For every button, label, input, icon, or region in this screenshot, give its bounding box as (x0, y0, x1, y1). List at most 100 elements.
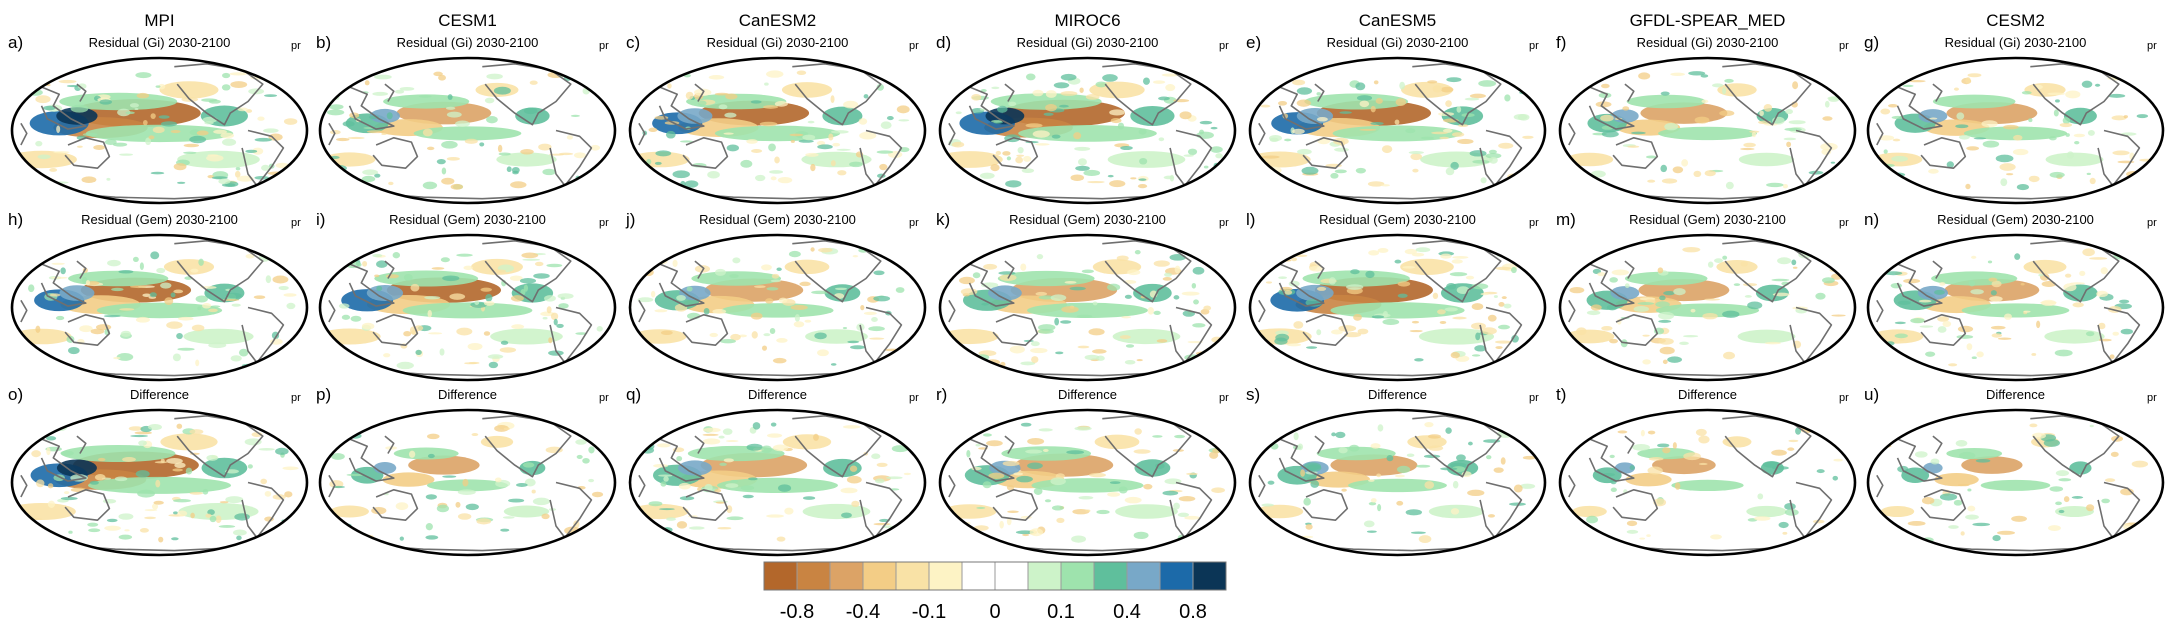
anomaly-speckle (118, 513, 134, 520)
coastline (482, 240, 572, 303)
anomaly-speckle (183, 143, 200, 148)
anomaly-speckle (1035, 143, 1050, 146)
coastline (328, 122, 336, 146)
anomaly-speckle (427, 453, 435, 459)
coastline (968, 438, 1015, 482)
anomaly-speckle (868, 326, 885, 332)
coastline (2097, 481, 2141, 539)
coastline (76, 435, 87, 454)
anomaly-speckle (1055, 351, 1064, 355)
map-panel: g) Residual (Gi) 2030-2100 pr (1864, 33, 2165, 205)
anomaly-speckle (886, 116, 894, 121)
anomaly-speckle (1020, 263, 1027, 271)
anomaly-speckle (158, 536, 164, 543)
anomaly-speckle (136, 92, 150, 99)
anomaly-speckle (510, 181, 527, 189)
anomaly-speckle (1631, 131, 1646, 135)
anomaly-speckle (81, 176, 97, 183)
coastline (1612, 489, 1659, 521)
anomaly-speckle (164, 297, 174, 306)
anomaly-patch (1980, 479, 2051, 491)
precip-field (630, 235, 925, 380)
colorbar: -0.8 -0.4 -0.1 0 0.1 0.4 0.8 (763, 561, 1227, 623)
anomaly-speckle (2005, 173, 2014, 176)
anomaly-speckle (2086, 172, 2091, 176)
anomaly-speckle (1006, 156, 1012, 161)
anomaly-speckle (729, 274, 739, 279)
anomaly-speckle (1056, 517, 1065, 523)
anomaly-speckle (1953, 499, 1963, 506)
anomaly-speckle (678, 482, 691, 490)
anomaly-speckle (538, 143, 552, 151)
anomaly-speckle (1309, 265, 1325, 272)
anomaly-speckle (1451, 259, 1463, 264)
anomaly-patch (1348, 478, 1447, 493)
anomaly-speckle (1661, 178, 1678, 184)
anomaly-patch (677, 108, 713, 124)
anomaly-speckle (219, 501, 229, 504)
anomaly-speckle (814, 332, 827, 340)
anomaly-speckle (1815, 292, 1826, 300)
anomaly-speckle (1740, 147, 1755, 151)
anomaly-speckle (986, 440, 1003, 447)
anomaly-speckle (1027, 437, 1045, 445)
anomaly-speckle (257, 116, 265, 121)
anomaly-speckle (1956, 112, 1965, 120)
anomaly-speckle (208, 308, 218, 313)
anomaly-speckle (1124, 294, 1132, 299)
anomaly-speckle (1163, 175, 1175, 180)
anomaly-speckle (1278, 276, 1287, 280)
anomaly-speckle (1946, 161, 1954, 169)
precip-field (1250, 235, 1545, 380)
anomaly-speckle (178, 316, 194, 321)
anomaly-speckle (881, 360, 893, 366)
coastline (1258, 474, 1266, 498)
anomaly-speckle (776, 338, 788, 343)
anomaly-speckle (2059, 122, 2073, 128)
map-panel: r) Difference pr (936, 385, 1237, 557)
anomaly-speckle (1038, 328, 1054, 334)
variable-label: pr (599, 392, 609, 404)
anomaly-speckle (1424, 481, 1435, 489)
panel-title: Residual (Gi) 2030-2100 (1017, 35, 1159, 50)
anomaly-speckle (415, 349, 422, 356)
anomaly-speckle (376, 260, 388, 268)
anomaly-speckle (253, 295, 266, 300)
anomaly-speckle (1488, 149, 1497, 154)
anomaly-speckle (2137, 358, 2145, 363)
anomaly-speckle (896, 105, 910, 114)
map-frame (1248, 408, 1547, 557)
anomaly-speckle (1823, 79, 1839, 85)
colorbar-tick-label: 0 (989, 601, 1000, 623)
map-panel: a) Residual (Gi) 2030-2100 pr (8, 33, 309, 205)
anomaly-speckle (1601, 325, 1613, 331)
map-frame (318, 56, 617, 205)
coastline (1876, 299, 1884, 323)
anomaly-patch (2055, 505, 2094, 518)
anomaly-speckle (1884, 271, 1903, 276)
anomaly-speckle (1658, 337, 1674, 345)
anomaly-speckle (1971, 255, 1977, 259)
anomaly-speckle (1743, 142, 1756, 148)
coastline (1612, 137, 1659, 169)
anomaly-speckle (1449, 272, 1468, 277)
anomaly-speckle (35, 325, 41, 333)
coastline (1102, 240, 1192, 303)
anomaly-speckle (955, 111, 962, 115)
anomaly-patch (1746, 505, 1787, 518)
anomaly-speckle (840, 487, 858, 494)
anomaly-speckle (230, 355, 242, 362)
anomaly-speckle (798, 139, 814, 143)
anomaly-speckle (1377, 248, 1389, 253)
anomaly-speckle (1475, 332, 1481, 341)
map-panel: l) Residual (Gem) 2030-2100 pr (1246, 210, 1547, 382)
anomaly-speckle (237, 107, 248, 112)
anomaly-speckle (702, 433, 719, 436)
anomaly-speckle (576, 454, 583, 460)
anomaly-patch (1652, 456, 1716, 475)
anomaly-speckle (799, 281, 811, 287)
anomaly-speckle (686, 286, 693, 292)
anomaly-speckle (408, 450, 416, 458)
colorbar-swatch (862, 561, 897, 591)
anomaly-speckle (1316, 92, 1322, 96)
